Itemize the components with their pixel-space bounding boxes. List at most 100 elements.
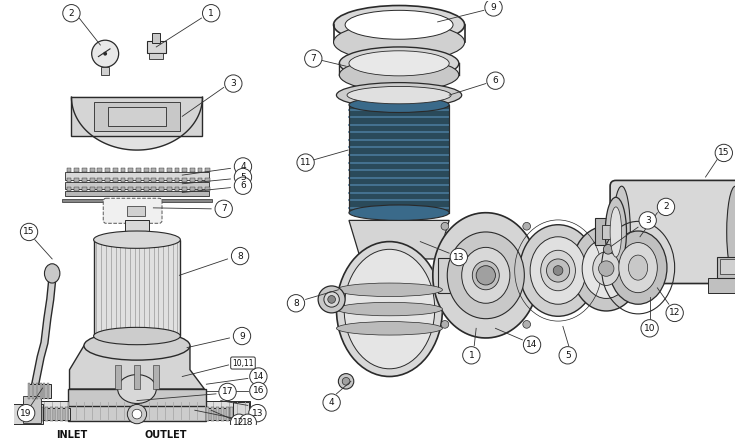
Bar [602, 225, 614, 239]
Text: 13: 13 [252, 409, 263, 418]
Text: 10: 10 [644, 324, 655, 333]
Text: 9: 9 [491, 3, 497, 12]
Circle shape [249, 382, 267, 400]
Bar [190, 169, 195, 172]
Bar [175, 169, 179, 172]
Circle shape [234, 327, 251, 345]
Text: 8: 8 [237, 252, 243, 260]
Circle shape [288, 295, 305, 312]
Ellipse shape [0, 404, 10, 424]
Ellipse shape [349, 205, 449, 220]
Bar [101, 67, 109, 75]
Ellipse shape [94, 231, 181, 248]
Bar [159, 178, 164, 182]
Text: 6: 6 [240, 181, 246, 190]
Text: 5: 5 [240, 172, 246, 182]
Circle shape [463, 347, 480, 364]
Circle shape [305, 50, 322, 67]
Bar [136, 187, 141, 191]
Bar [175, 178, 179, 182]
Bar [82, 169, 87, 172]
Text: 11: 11 [300, 158, 312, 167]
Bar [64, 172, 209, 180]
Bar [67, 178, 71, 182]
Circle shape [63, 4, 80, 22]
Text: 2: 2 [69, 9, 74, 18]
Bar [90, 178, 94, 182]
Bar [97, 178, 103, 182]
Bar [175, 187, 179, 191]
Bar [206, 408, 235, 420]
Bar [205, 187, 210, 191]
Ellipse shape [333, 23, 464, 62]
Bar [40, 408, 70, 420]
Ellipse shape [339, 47, 459, 80]
Circle shape [441, 222, 449, 230]
Circle shape [127, 404, 147, 424]
Ellipse shape [84, 331, 190, 360]
Bar [105, 187, 110, 191]
Bar [136, 178, 141, 182]
Circle shape [487, 72, 504, 89]
Bar [43, 383, 46, 399]
Bar [127, 206, 145, 216]
Circle shape [20, 223, 37, 241]
Bar [23, 396, 40, 423]
Ellipse shape [541, 250, 575, 291]
Circle shape [485, 0, 502, 16]
Circle shape [559, 347, 577, 364]
Bar [40, 383, 42, 399]
Bar [211, 407, 214, 421]
Bar [144, 169, 148, 172]
Ellipse shape [582, 239, 631, 298]
Bar [94, 102, 181, 131]
Bar [182, 178, 187, 182]
Circle shape [103, 52, 107, 55]
Bar [67, 389, 206, 408]
Bar [159, 169, 164, 172]
Ellipse shape [344, 249, 434, 369]
Bar [40, 407, 43, 421]
Bar [136, 169, 141, 172]
Circle shape [215, 200, 232, 217]
Ellipse shape [520, 225, 597, 316]
Ellipse shape [318, 286, 345, 313]
Bar [67, 187, 71, 191]
Circle shape [441, 320, 449, 328]
Circle shape [234, 158, 252, 175]
Circle shape [666, 304, 683, 322]
Bar [159, 187, 164, 191]
Circle shape [641, 319, 658, 337]
Ellipse shape [349, 97, 449, 113]
Bar [221, 407, 224, 421]
Text: 15: 15 [718, 148, 730, 158]
Bar [50, 407, 53, 421]
Circle shape [342, 378, 350, 385]
Circle shape [91, 40, 118, 67]
Ellipse shape [347, 86, 451, 104]
Text: 6: 6 [493, 76, 498, 85]
Circle shape [297, 154, 315, 171]
Circle shape [249, 404, 266, 422]
Bar [64, 182, 209, 189]
Bar [167, 169, 172, 172]
Bar [234, 425, 262, 440]
Bar [67, 407, 206, 421]
Text: 12: 12 [669, 308, 680, 317]
Ellipse shape [336, 302, 443, 316]
Ellipse shape [328, 296, 336, 303]
Bar [205, 169, 210, 172]
Bar [182, 169, 187, 172]
Bar [154, 365, 159, 389]
Bar [595, 219, 619, 246]
Circle shape [17, 404, 34, 422]
Circle shape [231, 247, 249, 265]
Ellipse shape [333, 6, 464, 44]
Ellipse shape [461, 247, 510, 303]
Ellipse shape [592, 252, 619, 286]
Ellipse shape [339, 59, 459, 91]
Bar [74, 169, 79, 172]
Bar [206, 407, 209, 421]
Ellipse shape [619, 242, 658, 293]
Ellipse shape [336, 83, 461, 108]
